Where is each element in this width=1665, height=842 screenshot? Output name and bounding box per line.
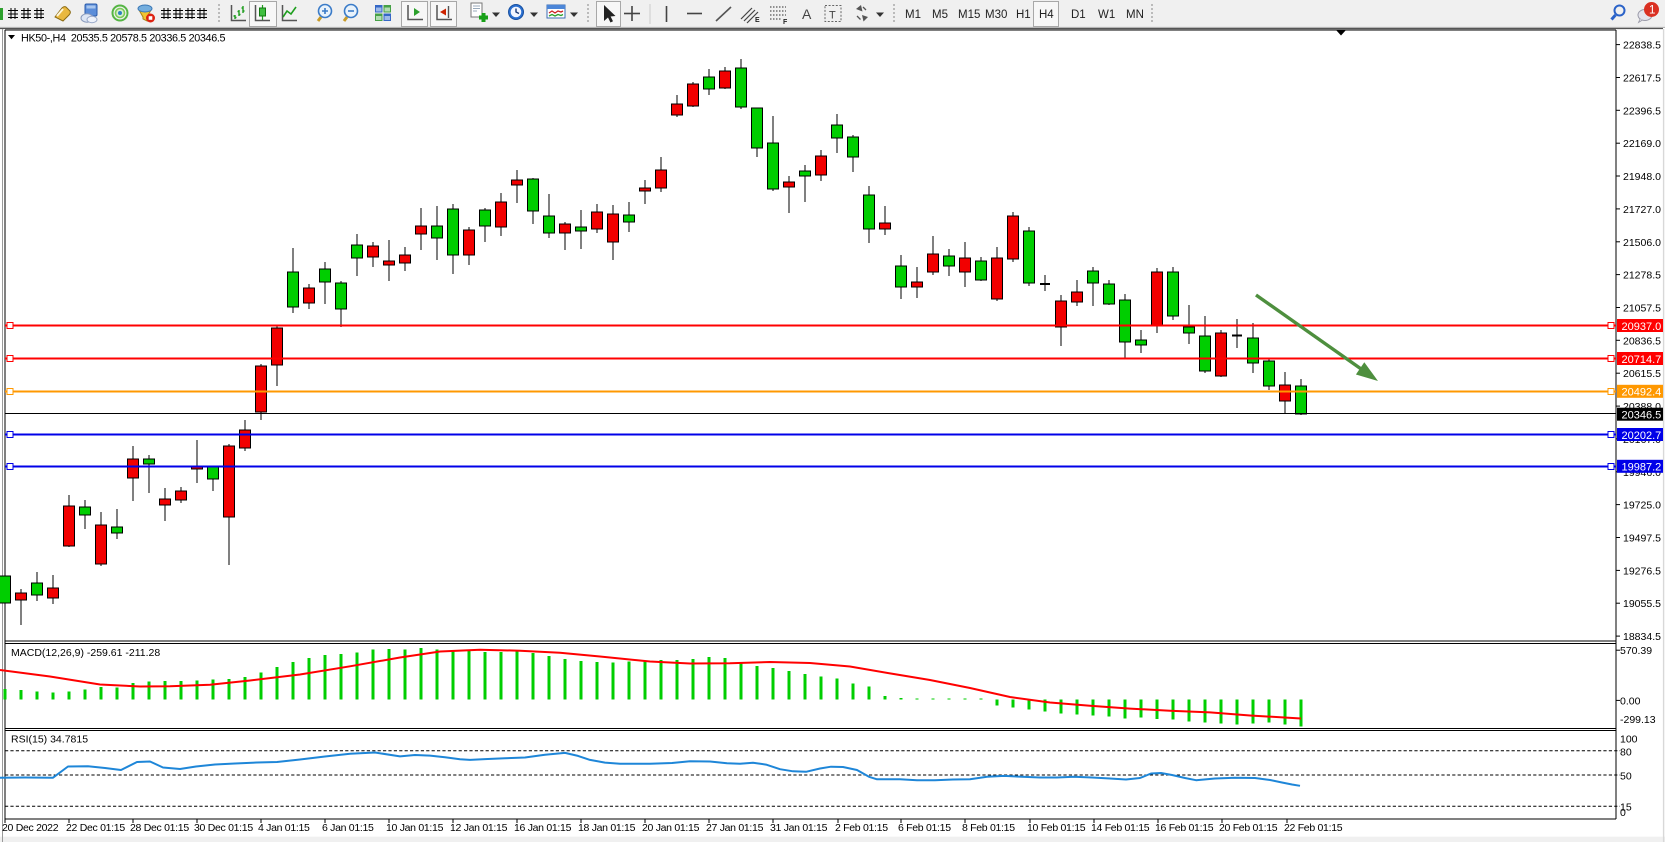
svg-text:22 Feb 01:15: 22 Feb 01:15 [1284,822,1343,834]
svg-text:1: 1 [1649,5,1655,17]
svg-text:20 Jan 01:15: 20 Jan 01:15 [642,822,700,834]
svg-text:A: A [802,6,812,22]
svg-text:M1: M1 [905,9,921,21]
svg-text:10 Feb 01:15: 10 Feb 01:15 [1027,822,1086,834]
svg-text:21727.0: 21727.0 [1623,204,1661,216]
svg-text:0.00: 0.00 [1620,695,1641,707]
svg-text:22838.5: 22838.5 [1623,40,1661,52]
svg-text:30 Dec 01:15: 30 Dec 01:15 [194,822,253,834]
svg-text:19055.5: 19055.5 [1623,598,1661,610]
svg-text:570.39: 570.39 [1620,645,1652,657]
svg-text:6 Jan 01:15: 6 Jan 01:15 [322,822,374,834]
svg-text:MACD(12,26,9) -259.61 -211.28: MACD(12,26,9) -259.61 -211.28 [11,647,160,659]
svg-text:12 Jan 01:15: 12 Jan 01:15 [450,822,508,834]
svg-text:RSI(15) 34.7815: RSI(15) 34.7815 [11,734,88,746]
svg-text:16 Jan 01:15: 16 Jan 01:15 [514,822,572,834]
svg-text:80: 80 [1620,747,1632,759]
svg-text:50: 50 [1620,771,1632,783]
svg-text:M15: M15 [958,9,980,21]
svg-text:H4: H4 [1039,9,1054,21]
svg-text:20 Dec 2022: 20 Dec 2022 [2,822,59,834]
svg-text:22 Dec 01:15: 22 Dec 01:15 [66,822,125,834]
svg-text:19497.5: 19497.5 [1623,533,1661,545]
svg-text:6 Feb 01:15: 6 Feb 01:15 [898,822,951,834]
svg-text:10 Jan 01:15: 10 Jan 01:15 [386,822,444,834]
svg-text:20836.5: 20836.5 [1623,335,1661,347]
svg-text:20202.7: 20202.7 [1622,430,1662,442]
svg-text:31 Jan 01:15: 31 Jan 01:15 [770,822,828,834]
svg-text:8 Feb 01:15: 8 Feb 01:15 [962,822,1015,834]
svg-text:16 Feb 01:15: 16 Feb 01:15 [1155,822,1214,834]
svg-text:20346.5: 20346.5 [1622,410,1662,422]
svg-text:19725.0: 19725.0 [1623,500,1661,512]
svg-text:D1: D1 [1071,9,1086,21]
svg-text:20937.0: 20937.0 [1622,321,1662,333]
svg-text:21506.0: 21506.0 [1623,237,1661,249]
svg-text:22169.0: 22169.0 [1623,138,1661,150]
svg-text:T: T [829,10,836,22]
svg-text:100: 100 [1620,734,1638,746]
svg-text:HK50-,H4 20535.5 20578.5 2033: HK50-,H4 20535.5 20578.5 20336.5 20346.5 [21,33,226,45]
svg-text:19276.5: 19276.5 [1623,565,1661,577]
svg-text:E: E [755,17,760,24]
svg-text:22396.5: 22396.5 [1623,105,1661,117]
svg-text:-299.13: -299.13 [1620,714,1656,726]
svg-text:20714.7: 20714.7 [1622,354,1662,366]
svg-text:21278.5: 21278.5 [1623,270,1661,282]
svg-text:0: 0 [1620,807,1626,819]
svg-text:2 Feb 01:15: 2 Feb 01:15 [835,822,888,834]
svg-text:27 Jan 01:15: 27 Jan 01:15 [706,822,764,834]
svg-text:15: 15 [1620,802,1632,814]
svg-text:W1: W1 [1098,9,1115,21]
svg-text:M30: M30 [985,9,1007,21]
svg-text:M5: M5 [932,9,948,21]
svg-text:21057.5: 21057.5 [1623,303,1661,315]
svg-text:19987.2: 19987.2 [1622,462,1662,474]
svg-text:20492.4: 20492.4 [1622,387,1662,399]
svg-text:21948.0: 21948.0 [1623,171,1661,183]
svg-text:20615.5: 20615.5 [1623,368,1661,380]
svg-text:14 Feb 01:15: 14 Feb 01:15 [1091,822,1150,834]
svg-text:18834.5: 18834.5 [1623,631,1661,643]
svg-text:20 Feb 01:15: 20 Feb 01:15 [1219,822,1278,834]
svg-text:MN: MN [1126,9,1144,21]
svg-text:F: F [783,19,788,26]
svg-text:18 Jan 01:15: 18 Jan 01:15 [578,822,636,834]
svg-text:22617.5: 22617.5 [1623,73,1661,85]
svg-text:4 Jan 01:15: 4 Jan 01:15 [258,822,310,834]
svg-text:H1: H1 [1016,9,1031,21]
svg-text:28 Dec 01:15: 28 Dec 01:15 [130,822,189,834]
